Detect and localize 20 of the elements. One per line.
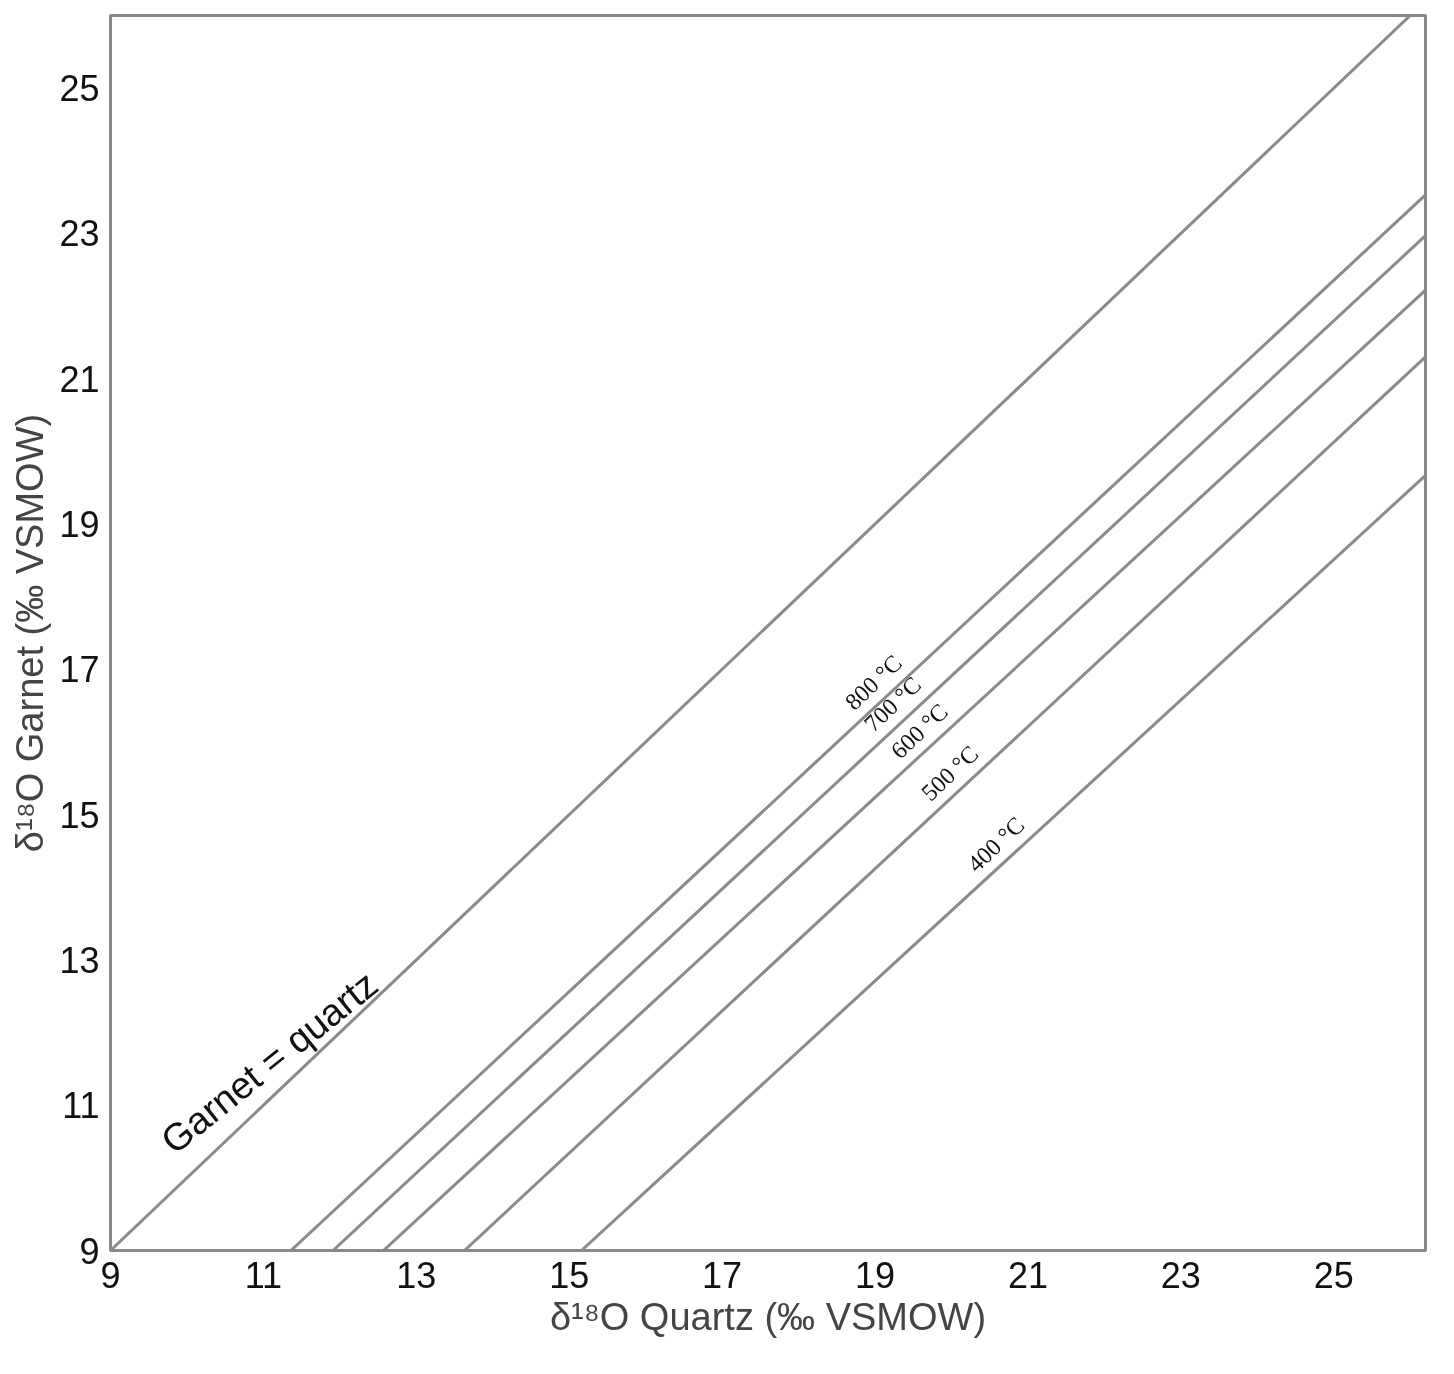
y-axis-title: δ¹⁸O Garnet (‰ VSMOW) xyxy=(9,413,52,853)
y-tick-label: 15 xyxy=(59,794,100,836)
x-tick-label: 13 xyxy=(396,1254,437,1296)
annotation: 500 °C xyxy=(916,740,984,806)
x-tick-label: 11 xyxy=(244,1254,283,1296)
y-tick-label: 25 xyxy=(59,68,100,110)
y-tick-label: 19 xyxy=(59,504,100,546)
x-tick-label: 15 xyxy=(549,1254,590,1296)
annotation: 400 °C xyxy=(962,811,1030,878)
y-tick-label: 23 xyxy=(59,213,100,255)
x-axis-title: δ¹⁸O Quartz (‰ VSMOW) xyxy=(549,1295,987,1338)
x-tick-label: 19 xyxy=(855,1254,896,1296)
y-tick-label: 13 xyxy=(59,939,100,981)
x-tick-label: 21 xyxy=(1007,1254,1048,1296)
y-tick-label: 11 xyxy=(62,1085,100,1127)
x-tick-label: 23 xyxy=(1160,1254,1201,1296)
x-tick-label: 25 xyxy=(1313,1254,1354,1296)
y-tick-label: 21 xyxy=(59,358,100,400)
y-tick-label: 17 xyxy=(59,649,100,691)
x-tick-label: 17 xyxy=(702,1254,743,1296)
